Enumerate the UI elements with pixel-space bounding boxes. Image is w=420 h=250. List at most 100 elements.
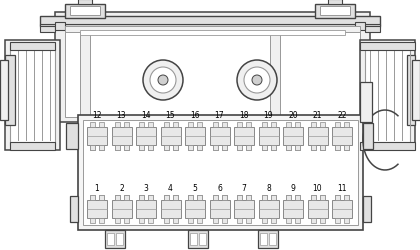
Bar [221,195,226,200]
Bar [5,41,60,150]
Bar [123,122,129,128]
Bar [258,200,278,218]
Bar [234,200,254,218]
Bar [197,122,202,128]
Bar [163,146,168,150]
Bar [221,218,226,223]
Bar [40,27,55,33]
Bar [99,218,104,223]
Bar [139,146,144,150]
Bar [332,128,352,146]
Bar [115,122,120,128]
Bar [197,146,202,150]
Bar [315,5,355,19]
Bar [163,146,168,150]
Bar [286,195,291,200]
Bar [246,146,251,150]
Text: 20: 20 [288,110,298,120]
Bar [234,128,254,146]
Bar [295,195,300,200]
Bar [310,146,315,150]
Bar [78,0,92,5]
Bar [111,128,131,146]
Bar [307,128,328,146]
Bar [270,146,276,150]
Bar [80,33,90,122]
Bar [221,146,226,150]
Bar [344,195,349,200]
Bar [78,116,363,230]
Bar [116,233,123,245]
Bar [310,195,315,200]
Text: 22: 22 [337,110,347,120]
Bar [55,23,65,31]
Bar [320,195,325,200]
Bar [237,195,242,200]
Text: 1: 1 [94,183,100,192]
Bar [80,31,345,36]
Bar [320,146,325,150]
Bar [237,218,242,223]
Bar [136,200,156,218]
Text: 3: 3 [144,183,148,192]
Bar [0,61,8,120]
Bar [286,146,291,150]
Bar [363,124,373,150]
Bar [160,128,181,146]
Bar [90,218,95,223]
Bar [360,41,415,150]
Bar [136,128,156,146]
Bar [188,195,193,200]
Bar [123,146,129,150]
Bar [210,128,229,146]
Bar [310,122,315,128]
Bar [139,146,144,150]
Bar [246,195,251,200]
Bar [286,195,291,200]
Bar [213,195,218,200]
Bar [335,195,340,200]
Bar [237,195,242,200]
Bar [310,195,315,200]
Bar [99,146,104,150]
Bar [307,200,328,218]
Bar [173,195,178,200]
Bar [115,146,120,150]
Bar [213,146,218,150]
Bar [344,146,349,150]
Bar [332,200,352,218]
Bar [286,146,291,150]
Bar [139,195,144,200]
Bar [65,27,360,33]
Bar [213,122,218,128]
Bar [65,18,360,117]
Text: 12: 12 [92,110,102,120]
Bar [310,146,315,150]
Bar [295,122,300,128]
Bar [87,128,107,146]
Bar [269,233,276,245]
Bar [40,17,380,27]
Bar [246,146,251,150]
Bar [190,233,197,245]
Bar [148,218,153,223]
Bar [83,120,358,225]
Bar [407,56,415,126]
Text: 5: 5 [192,183,197,192]
Bar [123,146,129,150]
Text: 15: 15 [165,110,175,120]
Bar [90,146,95,150]
Circle shape [237,61,277,100]
Text: 16: 16 [190,110,200,120]
Bar [10,142,55,150]
Bar [99,195,104,200]
Circle shape [252,76,262,86]
Bar [295,146,300,150]
Bar [199,233,206,245]
Bar [320,195,325,200]
Bar [87,200,107,218]
Bar [99,195,104,200]
Circle shape [150,68,176,94]
Bar [148,195,153,200]
Bar [262,218,267,223]
